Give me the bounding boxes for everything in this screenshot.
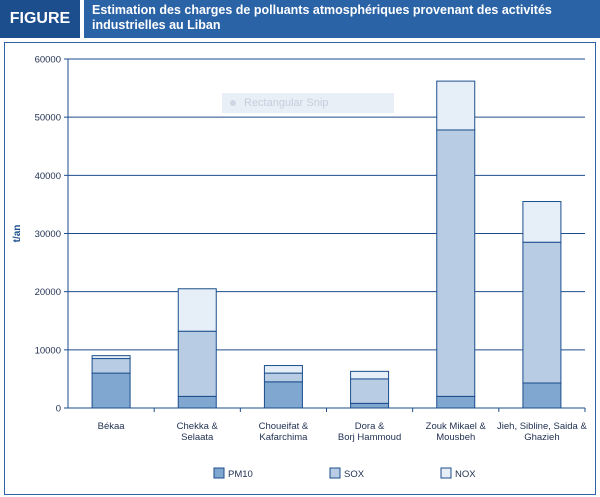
figure-label: FIGURE 25 [0, 0, 80, 65]
legend-swatch-nox [440, 467, 452, 479]
bar-pm10 [522, 382, 562, 409]
chart-frame [4, 42, 596, 495]
x-tick-label: Chekka & [177, 421, 219, 432]
legend-swatch-pm10 [213, 467, 225, 479]
x-tick-label: Ghazieh [524, 432, 559, 443]
y-tick-label: 30000 [35, 229, 61, 240]
bar-nox [177, 288, 217, 332]
y-axis-label: t/an [12, 225, 23, 243]
x-tick-label: Békaa [98, 421, 126, 432]
bar-nox [263, 365, 303, 374]
y-tick-label: 50000 [35, 113, 61, 124]
legend-swatch-sox [329, 467, 341, 479]
bar-nox [91, 355, 131, 360]
snip-label: Rectangular Snip [244, 97, 329, 109]
legend-label-sox: SOX [344, 469, 365, 480]
y-tick-label: 40000 [35, 171, 61, 182]
bar-sox [350, 378, 390, 404]
bar-pm10 [350, 402, 390, 409]
y-tick-label: 20000 [35, 287, 61, 298]
y-tick-label: 60000 [35, 55, 61, 66]
x-tick-label: Choueifat & [259, 421, 309, 432]
legend-label-nox: NOX [455, 469, 476, 480]
figure-header: FIGURE 25 Estimation des charges de poll… [0, 0, 600, 65]
bar-pm10 [177, 395, 217, 409]
rectangular-snip-overlay: Rectangular Snip [222, 93, 394, 113]
bar-nox [522, 201, 562, 243]
x-tick-label: Jieh, Sibline, Saida & [497, 421, 587, 432]
bar-nox [436, 80, 476, 131]
figure-title: Estimation des charges de polluants atmo… [84, 0, 600, 38]
x-tick-label: Borj Hammoud [338, 432, 401, 443]
bar-sox [522, 241, 562, 384]
bar-pm10 [436, 395, 476, 409]
legend-label-pm10: PM10 [228, 469, 253, 480]
y-tick-label: 0 [56, 404, 61, 415]
bar-sox [177, 330, 217, 397]
bar-sox [91, 358, 131, 374]
x-tick-label: Kafarchima [259, 432, 308, 443]
bar-pm10 [263, 381, 303, 409]
x-tick-label: Zouk Mikael & [426, 421, 487, 432]
bar-nox [350, 370, 390, 380]
bar-sox [263, 372, 303, 383]
snip-icon [230, 99, 236, 106]
y-tick-label: 10000 [35, 345, 61, 356]
bar-sox [436, 129, 476, 397]
x-tick-label: Mousbeh [436, 432, 475, 443]
x-tick-label: Dora & [355, 421, 385, 432]
bar-pm10 [91, 372, 131, 409]
x-tick-label: Selaata [181, 432, 214, 443]
